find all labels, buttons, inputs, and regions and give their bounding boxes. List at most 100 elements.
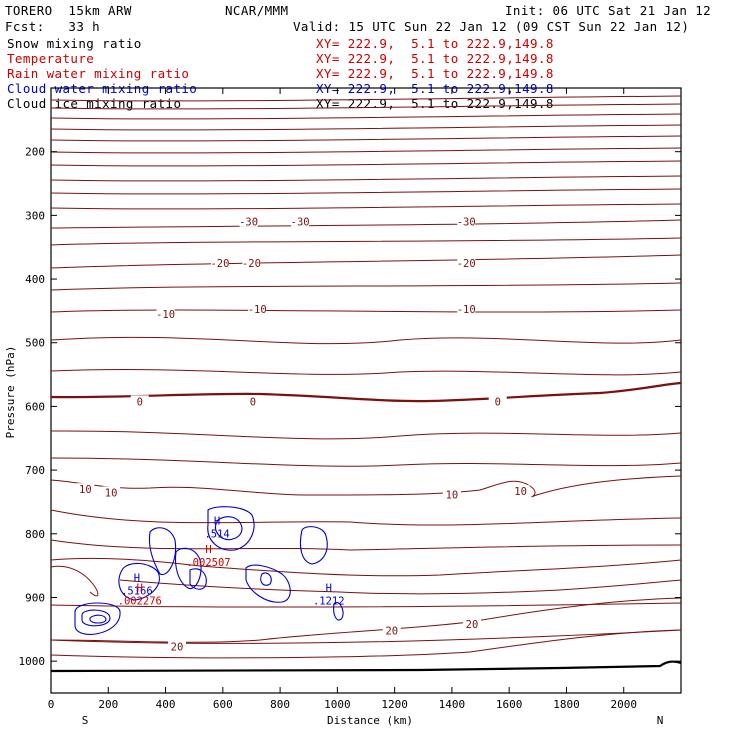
x-tick-label: 400 <box>156 698 176 711</box>
isotherm-line <box>50 219 682 229</box>
contour-label-bg <box>291 215 310 227</box>
cloud-water-contour <box>118 562 160 601</box>
valid-time: Valid: 15 UTC Sun 22 Jan 12 (09 CST Sun … <box>293 19 690 34</box>
x-tick-label: 1400 <box>439 698 466 711</box>
field-xy-snow: XY= 222.9, 5.1 to 222.9,149.8 <box>316 36 554 51</box>
y-tick-label: 900 <box>25 591 45 604</box>
contour-label: -10 <box>248 304 267 316</box>
cloud-water-contour <box>299 526 328 565</box>
contour-label-bg <box>382 624 401 636</box>
x-tick-label: 1800 <box>553 698 580 711</box>
contour-label: -20 <box>457 258 476 270</box>
contour-label: -20 <box>210 258 229 270</box>
contour-label: 20 <box>385 626 398 638</box>
y-tick-label: 500 <box>25 337 45 350</box>
contour-label: 10 <box>514 486 527 498</box>
contour-label-bg <box>168 640 186 652</box>
isotherm-line <box>50 557 682 577</box>
contour-label: -10 <box>156 309 175 321</box>
isotherm-line <box>50 509 682 526</box>
cloud-water-contour <box>245 564 291 603</box>
contour-label-bg <box>442 488 461 500</box>
isotherm-line <box>50 282 682 291</box>
cloud-water-contour <box>189 568 207 590</box>
contour-label-bg <box>248 302 267 314</box>
cloud-water-contour <box>260 572 272 586</box>
south-label: S <box>82 714 89 727</box>
x-tick-label: 1600 <box>496 698 523 711</box>
contour-label-bg <box>76 483 95 495</box>
field-label-snow: Snow mixing ratio <box>7 36 142 51</box>
maximum-value: .002276 <box>118 595 162 607</box>
y-axis-label: Pressure (hPa) <box>4 346 17 439</box>
model-title: TORERO 15km ARW <box>5 3 132 18</box>
cloud-water-contour <box>333 601 344 621</box>
contour-label-bg <box>457 257 476 269</box>
isotherm-line <box>50 175 682 182</box>
isotherm-line-10 <box>50 475 682 498</box>
x-tick-label: 200 <box>98 698 118 711</box>
cloud-water-contour <box>207 506 255 551</box>
x-tick-label: 0 <box>48 698 55 711</box>
maximum-marker: H <box>214 515 220 527</box>
maximum-value: .002507 <box>186 557 230 569</box>
contour-label: 20 <box>466 619 479 631</box>
maximum-marker: H <box>137 582 143 594</box>
contour-label: -30 <box>239 217 258 229</box>
isotherm-line <box>50 135 682 142</box>
contour-label-bg <box>457 302 476 314</box>
contour-label: 0 <box>250 396 256 408</box>
contour-label: -30 <box>291 217 310 229</box>
axis-ticks: 0 200 400 600 800 1000 1200 1400 1600 1800 2000200… <box>19 88 681 711</box>
isotherm-line <box>50 203 682 210</box>
maximum-marker: H <box>326 582 332 594</box>
north-label: N <box>657 714 664 727</box>
contour-label-bg <box>511 485 530 497</box>
isotherm-line <box>50 457 682 467</box>
ground-line <box>50 660 682 673</box>
contour-label: -20 <box>242 258 261 270</box>
maximum-marker: H <box>205 544 211 556</box>
cloud-water-contour <box>81 609 111 627</box>
isotherm-line <box>50 597 682 643</box>
cloud-water-contour <box>89 614 107 624</box>
contour-label: 10 <box>79 484 92 496</box>
freezing-isotherm <box>50 381 682 403</box>
x-tick-label: 800 <box>270 698 290 711</box>
isotherm-line <box>50 160 682 167</box>
isotherm-line <box>50 254 682 269</box>
y-tick-label: 700 <box>25 464 45 477</box>
isotherm-line <box>50 309 682 313</box>
init-time: Init: 06 UTC Sat 21 Jan 12 <box>505 3 712 18</box>
contour-label: 0 <box>137 396 143 408</box>
cloud-water-contour <box>148 527 177 576</box>
y-tick-label: 200 <box>25 146 45 159</box>
isotherm-line <box>50 124 682 131</box>
isotherm-line <box>50 369 682 376</box>
isotherm-line <box>50 565 682 597</box>
contour-label-bg <box>243 395 262 407</box>
contour-label: -10 <box>457 304 476 316</box>
isotherm-line <box>50 629 682 644</box>
isotherm-line <box>50 336 682 345</box>
field-label-temperature: Temperature <box>7 51 95 66</box>
maximum-value: .514 <box>204 528 229 540</box>
forecast-hour: Fcst: 33 h <box>5 19 101 34</box>
contour-label-bg <box>462 618 481 630</box>
isotherm-lines <box>50 95 682 659</box>
moisture-contours <box>74 506 344 635</box>
x-tick-label: 1000 <box>324 698 351 711</box>
x-tick-label: 600 <box>213 698 233 711</box>
cloud-water-contour <box>214 516 243 541</box>
contour-label-bg <box>242 257 261 269</box>
contour-label-bg <box>457 215 476 227</box>
isotherm-line <box>50 113 682 120</box>
y-tick-label: 600 <box>25 400 45 413</box>
contour-label: 0 <box>495 396 501 408</box>
contour-label: 10 <box>446 489 459 501</box>
plot-frame <box>50 87 682 694</box>
field-xy-temperature: XY= 222.9, 5.1 to 222.9,149.8 <box>316 51 554 66</box>
isotherm-line <box>50 95 682 102</box>
